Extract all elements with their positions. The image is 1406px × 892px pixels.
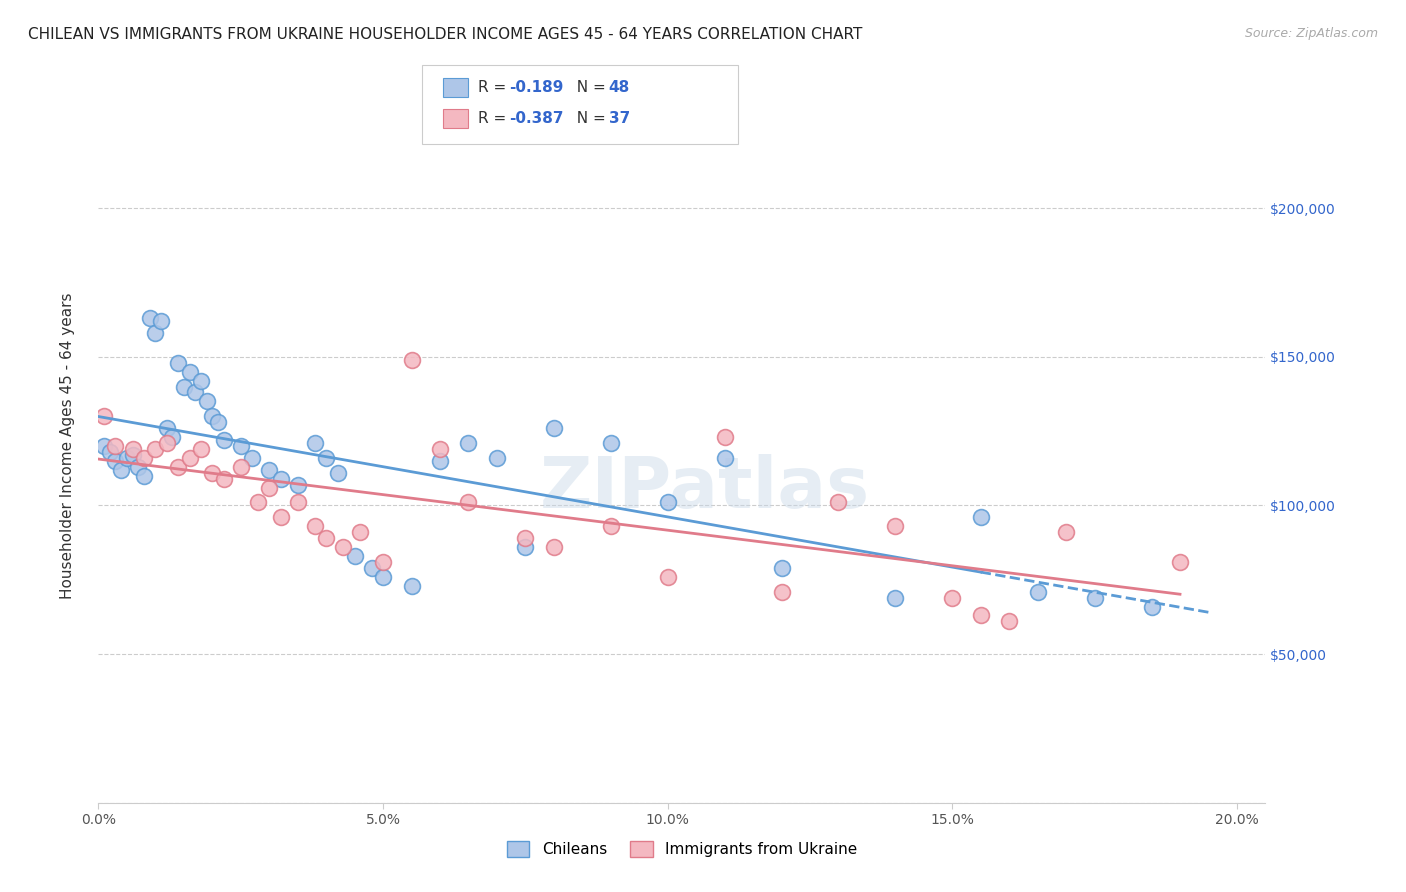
Point bbox=[104, 439, 127, 453]
Point bbox=[941, 591, 963, 605]
Point bbox=[304, 436, 326, 450]
Point bbox=[401, 352, 423, 367]
Point bbox=[115, 450, 138, 465]
Point bbox=[1054, 525, 1077, 540]
Point bbox=[173, 379, 195, 393]
Point bbox=[287, 495, 309, 509]
Point bbox=[132, 450, 155, 465]
Point bbox=[150, 314, 173, 328]
Point bbox=[132, 468, 155, 483]
Point bbox=[212, 472, 235, 486]
Point bbox=[240, 450, 263, 465]
Point bbox=[143, 326, 166, 340]
Point bbox=[93, 439, 115, 453]
Point bbox=[201, 409, 224, 424]
Point bbox=[162, 430, 184, 444]
Text: -0.189: -0.189 bbox=[509, 80, 564, 95]
Point bbox=[190, 442, 212, 456]
Point bbox=[98, 445, 121, 459]
Point bbox=[246, 495, 269, 509]
Point bbox=[201, 466, 224, 480]
Point bbox=[998, 615, 1021, 629]
Y-axis label: Householder Income Ages 45 - 64 years: Householder Income Ages 45 - 64 years bbox=[60, 293, 75, 599]
Text: 37: 37 bbox=[609, 112, 630, 126]
Point bbox=[457, 436, 479, 450]
Point bbox=[1140, 599, 1163, 614]
Point bbox=[770, 584, 793, 599]
Point bbox=[485, 450, 508, 465]
Point bbox=[212, 433, 235, 447]
Point bbox=[167, 356, 190, 370]
Point bbox=[657, 570, 679, 584]
Point bbox=[360, 561, 382, 575]
Point bbox=[121, 442, 143, 456]
Point bbox=[93, 409, 115, 424]
Point bbox=[543, 540, 565, 554]
Point bbox=[599, 436, 621, 450]
Point bbox=[371, 555, 394, 569]
Point bbox=[287, 477, 309, 491]
Point bbox=[184, 385, 207, 400]
Point bbox=[349, 525, 371, 540]
Text: R =: R = bbox=[478, 80, 512, 95]
Point bbox=[1026, 584, 1049, 599]
Point bbox=[401, 579, 423, 593]
Point bbox=[304, 519, 326, 533]
Point bbox=[257, 481, 280, 495]
Point bbox=[884, 591, 907, 605]
Point bbox=[884, 519, 907, 533]
Point bbox=[270, 472, 292, 486]
Point bbox=[207, 415, 229, 429]
Text: CHILEAN VS IMMIGRANTS FROM UKRAINE HOUSEHOLDER INCOME AGES 45 - 64 YEARS CORRELA: CHILEAN VS IMMIGRANTS FROM UKRAINE HOUSE… bbox=[28, 27, 862, 42]
Point bbox=[332, 540, 354, 554]
Point bbox=[1084, 591, 1107, 605]
Point bbox=[543, 421, 565, 435]
Point bbox=[1168, 555, 1191, 569]
Point bbox=[229, 439, 252, 453]
Point bbox=[179, 365, 201, 379]
Point bbox=[713, 450, 735, 465]
Point bbox=[315, 450, 337, 465]
Point bbox=[770, 561, 793, 575]
Point bbox=[195, 394, 218, 409]
Point bbox=[121, 448, 143, 462]
Point bbox=[229, 459, 252, 474]
Point bbox=[515, 540, 537, 554]
Point bbox=[257, 463, 280, 477]
Point bbox=[110, 463, 132, 477]
Point bbox=[599, 519, 621, 533]
Point bbox=[827, 495, 849, 509]
Point bbox=[156, 421, 179, 435]
Point bbox=[104, 454, 127, 468]
Point bbox=[970, 608, 993, 623]
Point bbox=[343, 549, 366, 563]
Point bbox=[190, 374, 212, 388]
Text: N =: N = bbox=[567, 112, 610, 126]
Point bbox=[156, 436, 179, 450]
Point bbox=[127, 459, 149, 474]
Point bbox=[429, 454, 451, 468]
Legend: Chileans, Immigrants from Ukraine: Chileans, Immigrants from Ukraine bbox=[501, 835, 863, 863]
Point bbox=[315, 531, 337, 545]
Text: -0.387: -0.387 bbox=[509, 112, 564, 126]
Point bbox=[457, 495, 479, 509]
Text: Source: ZipAtlas.com: Source: ZipAtlas.com bbox=[1244, 27, 1378, 40]
Point bbox=[167, 459, 190, 474]
Point bbox=[326, 466, 349, 480]
Point bbox=[143, 442, 166, 456]
Text: N =: N = bbox=[567, 80, 610, 95]
Point bbox=[270, 510, 292, 524]
Point bbox=[657, 495, 679, 509]
Point bbox=[371, 570, 394, 584]
Point bbox=[138, 311, 160, 326]
Point bbox=[515, 531, 537, 545]
Text: ZIPatlas: ZIPatlas bbox=[540, 454, 870, 524]
Text: R =: R = bbox=[478, 112, 512, 126]
Text: 48: 48 bbox=[609, 80, 630, 95]
Point bbox=[179, 450, 201, 465]
Point bbox=[429, 442, 451, 456]
Point bbox=[713, 430, 735, 444]
Point bbox=[970, 510, 993, 524]
